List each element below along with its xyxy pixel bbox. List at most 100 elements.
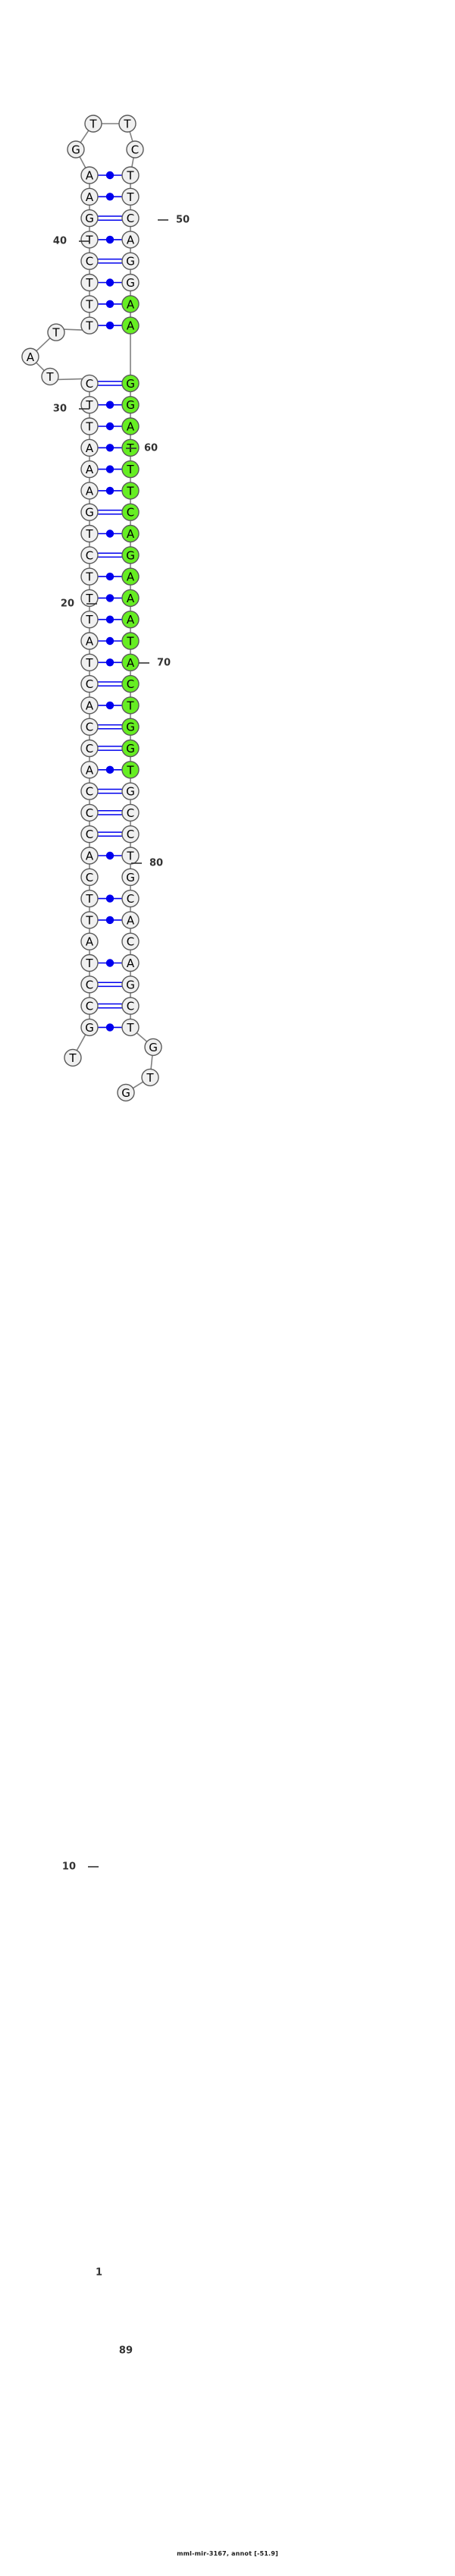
ladder-base-right-A[interactable]: A <box>121 295 140 313</box>
ladder-base-right-T[interactable]: T <box>121 460 140 479</box>
ladder-base-right-G[interactable]: G <box>121 739 140 758</box>
bulge-base-T[interactable]: T <box>47 323 65 341</box>
ladder-base-left-T[interactable]: T <box>80 316 99 335</box>
ladder-base-right-G[interactable]: G <box>121 975 140 994</box>
ladder-base-left-A[interactable]: A <box>80 696 99 715</box>
ladder-base-left-T[interactable]: T <box>80 231 99 249</box>
base-letter: T <box>68 1051 77 1065</box>
ladder-base-left-C[interactable]: C <box>80 739 99 758</box>
ladder-base-right-C[interactable]: C <box>121 932 140 950</box>
ladder-base-right-C[interactable]: C <box>121 674 140 693</box>
base-letter: A <box>127 613 135 627</box>
ladder-base-left-G[interactable]: G <box>80 209 99 228</box>
ladder-base-right-T[interactable]: T <box>121 187 140 206</box>
ladder-base-left-A[interactable]: A <box>80 438 99 457</box>
ladder-base-left-C[interactable]: C <box>80 825 99 843</box>
ladder-base-right-G[interactable]: G <box>121 396 140 414</box>
ladder-base-right-A[interactable]: A <box>121 653 140 671</box>
ladder-base-right-A[interactable]: A <box>121 911 140 929</box>
ladder-base-left-T[interactable]: T <box>80 396 99 414</box>
ladder-base-left-T[interactable]: T <box>80 524 99 543</box>
ladder-base-left-A[interactable]: A <box>80 932 99 950</box>
ladder-base-right-A[interactable]: A <box>121 231 140 249</box>
ladder-base-right-A[interactable]: A <box>121 316 140 335</box>
ladder-base-left-T[interactable]: T <box>80 589 99 608</box>
ladder-base-right-A[interactable]: A <box>121 417 140 435</box>
ladder-base-left-C[interactable]: C <box>80 868 99 887</box>
ladder-base-left-C[interactable]: C <box>80 546 99 564</box>
ladder-base-left-A[interactable]: A <box>80 187 99 206</box>
ladder-base-left-A[interactable]: A <box>80 632 99 650</box>
ladder-base-left-A[interactable]: A <box>80 761 99 779</box>
ladder-base-right-A[interactable]: A <box>121 589 140 608</box>
ladder-base-left-T[interactable]: T <box>80 295 99 313</box>
ladder-base-right-T[interactable]: T <box>121 482 140 500</box>
ladder-base-right-T[interactable]: T <box>121 696 140 715</box>
ladder-base-right-A[interactable]: A <box>121 567 140 586</box>
ladder-base-right-C[interactable]: C <box>121 825 140 843</box>
ladder-base-right-T[interactable]: T <box>121 847 140 865</box>
tail-base-3prime-G[interactable]: G <box>144 1038 162 1057</box>
ladder-base-left-C[interactable]: C <box>80 674 99 693</box>
ladder-base-right-C[interactable]: C <box>121 803 140 822</box>
ladder-base-left-G[interactable]: G <box>80 1018 99 1037</box>
ladder-base-right-G[interactable]: G <box>121 718 140 736</box>
bulge-base-A[interactable]: A <box>21 347 39 366</box>
ladder-base-left-T[interactable]: T <box>80 611 99 629</box>
ladder-base-right-G[interactable]: G <box>121 374 140 393</box>
ladder-base-left-C[interactable]: C <box>80 782 99 800</box>
tail-base-5prime-T[interactable]: T <box>64 1048 82 1067</box>
loop-base-T[interactable]: T <box>118 115 136 133</box>
ladder-base-right-C[interactable]: C <box>121 889 140 908</box>
ladder-base-left-T[interactable]: T <box>80 273 99 292</box>
ladder-base-left-T[interactable]: T <box>80 653 99 671</box>
at-pair-dot <box>105 894 115 903</box>
ladder-base-left-G[interactable]: G <box>80 503 99 521</box>
base-letter: C <box>127 1000 134 1013</box>
loop-base-C[interactable]: C <box>126 140 144 159</box>
ladder-base-right-C[interactable]: C <box>121 997 140 1015</box>
tail-link-5prime <box>76 1034 86 1051</box>
ladder-base-left-C[interactable]: C <box>80 374 99 393</box>
ladder-base-left-C[interactable]: C <box>80 718 99 736</box>
ladder-base-left-T[interactable]: T <box>80 567 99 586</box>
base-letter: T <box>126 699 134 712</box>
ladder-base-left-T[interactable]: T <box>80 911 99 929</box>
tail-base-3prime-G[interactable]: G <box>117 1083 135 1102</box>
loop-base-G[interactable]: G <box>67 140 85 159</box>
ladder-base-right-G[interactable]: G <box>121 252 140 270</box>
ladder-base-right-C[interactable]: C <box>121 209 140 228</box>
loop-base-T[interactable]: T <box>84 115 102 133</box>
ladder-base-right-G[interactable]: G <box>121 273 140 292</box>
ladder-base-right-G[interactable]: G <box>121 868 140 887</box>
ladder-base-left-C[interactable]: C <box>80 252 99 270</box>
ladder-base-right-A[interactable]: A <box>121 524 140 543</box>
ladder-base-left-T[interactable]: T <box>80 889 99 908</box>
base-letter: T <box>85 276 93 290</box>
ladder-base-right-T[interactable]: T <box>121 632 140 650</box>
ladder-base-right-G[interactable]: G <box>121 782 140 800</box>
ladder-base-left-A[interactable]: A <box>80 166 99 184</box>
ladder-base-left-T[interactable]: T <box>80 953 99 972</box>
ladder-base-right-T[interactable]: T <box>121 166 140 184</box>
base-letter: G <box>126 255 135 269</box>
ladder-base-right-A[interactable]: A <box>121 953 140 972</box>
ladder-base-right-G[interactable]: G <box>121 546 140 564</box>
ladder-base-right-T[interactable]: T <box>121 761 140 779</box>
ladder-base-left-C[interactable]: C <box>80 975 99 994</box>
ladder-base-left-A[interactable]: A <box>80 482 99 500</box>
ladder-base-right-T[interactable]: T <box>121 1018 140 1037</box>
ladder-base-left-C[interactable]: C <box>80 803 99 822</box>
ladder-base-right-A[interactable]: A <box>121 611 140 629</box>
bulge-base-T[interactable]: T <box>41 367 59 386</box>
base-letter: T <box>126 169 134 183</box>
ladder-base-left-A[interactable]: A <box>80 847 99 865</box>
ladder-base-right-C[interactable]: C <box>121 503 140 521</box>
ladder-base-left-T[interactable]: T <box>80 417 99 435</box>
ladder-base-left-A[interactable]: A <box>80 460 99 479</box>
ladder-base-left-C[interactable]: C <box>80 997 99 1015</box>
base-letter: T <box>85 527 93 541</box>
at-pair-dot <box>105 529 115 538</box>
base-letter: T <box>126 635 134 649</box>
tail-base-3prime-T[interactable]: T <box>141 1068 159 1087</box>
